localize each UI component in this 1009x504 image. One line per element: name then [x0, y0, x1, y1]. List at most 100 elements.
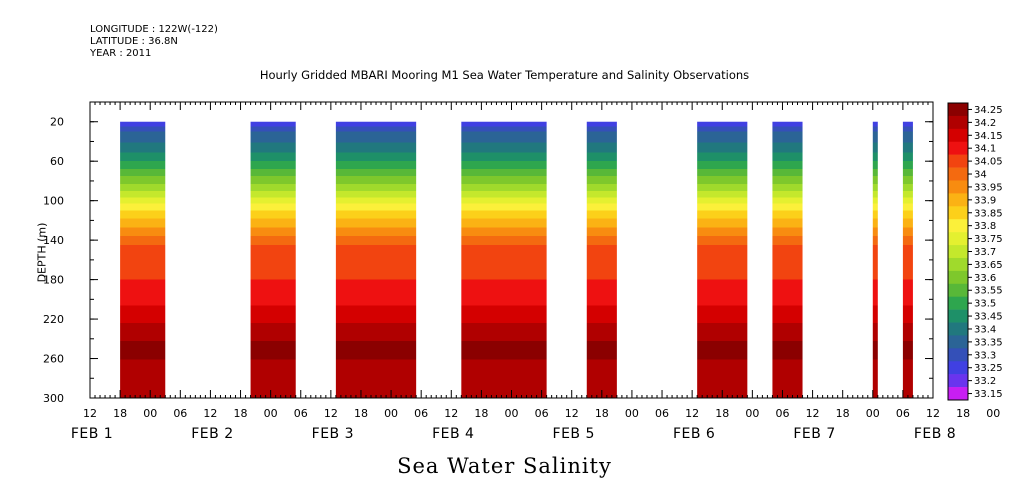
y-tick-label: 300 — [43, 392, 64, 405]
data-segment-1 — [120, 121, 166, 398]
x-day-label: FEB 7 — [793, 426, 835, 442]
x-tick-label: 18 — [234, 407, 248, 420]
colorbar-label: 33.5 — [974, 299, 996, 310]
plot-area — [120, 121, 913, 398]
colorbar-label: 33.6 — [974, 273, 996, 284]
colorbar-label: 33.9 — [974, 195, 996, 206]
colorbar-label: 34.05 — [974, 157, 1003, 168]
colorbar-swatch — [948, 283, 968, 297]
colorbar-swatch — [948, 387, 968, 401]
colorbar-swatch — [948, 103, 968, 117]
x-day-label: FEB 3 — [312, 426, 354, 442]
data-segment-7 — [772, 121, 803, 398]
x-tick-label: 12 — [324, 407, 338, 420]
colorbar-swatch — [948, 270, 968, 285]
colorbar-swatch — [948, 335, 968, 349]
x-tick-label: 12 — [444, 407, 458, 420]
x-day-label: FEB 1 — [71, 426, 113, 442]
colorbar-swatch — [948, 348, 968, 362]
colorbar-swatch — [948, 374, 968, 388]
colorbar-label: 33.7 — [974, 247, 996, 258]
x-tick-label: 18 — [113, 407, 127, 420]
colorbar-label: 33.3 — [974, 350, 996, 361]
x-tick-label: 18 — [836, 407, 850, 420]
colorbar-swatch — [948, 245, 968, 259]
x-day-label: FEB 8 — [914, 426, 956, 442]
colorbar-label: 33.85 — [974, 208, 1003, 219]
x-tick-label: 06 — [414, 407, 428, 420]
y-tick-label: 220 — [43, 313, 64, 326]
colorbar-swatch — [948, 180, 968, 194]
y-tick-label: 100 — [43, 195, 64, 208]
x-tick-label: 18 — [715, 407, 729, 420]
colorbar-swatch — [948, 167, 968, 181]
y-tick-label: 180 — [43, 274, 64, 287]
colorbar-label: 34.1 — [974, 144, 996, 155]
colorbar-swatch — [948, 193, 968, 207]
data-segment-5 — [586, 121, 617, 398]
x-tick-label: 06 — [655, 407, 669, 420]
colorbar-label: 34 — [974, 170, 987, 181]
colorbar-swatch — [948, 296, 968, 310]
x-tick-label: 00 — [625, 407, 639, 420]
colorbar-label: 33.15 — [974, 389, 1003, 400]
x-tick-label: 06 — [896, 407, 910, 420]
colorbar-swatch — [948, 361, 968, 375]
colorbar-label: 34.2 — [974, 118, 996, 129]
y-tick-label: 60 — [50, 155, 64, 168]
colorbar-label: 34.25 — [974, 105, 1003, 116]
x-tick-label: 00 — [745, 407, 759, 420]
data-segment-9 — [902, 121, 913, 398]
colorbar-swatch — [948, 309, 968, 323]
x-tick-label: 00 — [866, 407, 880, 420]
colorbar-label: 33.95 — [974, 182, 1003, 193]
x-axis-title: Sea Water Salinity — [397, 454, 612, 478]
colorbar-label: 33.65 — [974, 260, 1003, 271]
x-tick-label: 12 — [685, 407, 699, 420]
x-tick-label: 18 — [956, 407, 970, 420]
colorbar-swatch — [948, 154, 968, 168]
y-tick-label: 260 — [43, 353, 64, 366]
x-day-label: FEB 6 — [673, 426, 715, 442]
colorbar-swatch — [948, 219, 968, 233]
x-tick-label: 00 — [384, 407, 398, 420]
data-segment-4 — [461, 121, 547, 398]
latitude-label: LATITUDE : 36.8N — [90, 36, 178, 47]
x-day-label: FEB 4 — [432, 426, 474, 442]
x-tick-label: 12 — [83, 407, 97, 420]
colorbar-label: 33.75 — [974, 234, 1003, 245]
x-tick-label: 06 — [535, 407, 549, 420]
colorbar-label: 33.4 — [974, 324, 996, 335]
x-tick-label: 18 — [474, 407, 488, 420]
colorbar-swatch — [948, 141, 968, 155]
x-tick-label: 18 — [354, 407, 368, 420]
colorbar-label: 34.15 — [974, 131, 1003, 142]
colorbar-label: 33.35 — [974, 337, 1003, 348]
year-label: YEAR : 2011 — [90, 48, 152, 59]
x-tick-label: 06 — [173, 407, 187, 420]
colorbar-label: 33.2 — [974, 376, 996, 387]
x-tick-label: 06 — [294, 407, 308, 420]
x-tick-label: 00 — [143, 407, 157, 420]
data-segment-6 — [697, 121, 748, 398]
x-tick-label: 00 — [986, 407, 1000, 420]
data-segment-3 — [335, 121, 417, 398]
y-tick-label: 20 — [50, 116, 64, 129]
colorbar-swatch — [948, 206, 968, 220]
x-tick-label: 12 — [565, 407, 579, 420]
colorbar-label: 33.55 — [974, 286, 1003, 297]
x-tick-label: 12 — [926, 407, 940, 420]
x-tick-label: 12 — [806, 407, 820, 420]
x-tick-label: 00 — [505, 407, 519, 420]
colorbar-label: 33.25 — [974, 363, 1003, 374]
colorbar-swatch — [948, 322, 968, 336]
colorbar-label: 33.45 — [974, 312, 1003, 323]
colorbar-swatch — [948, 128, 968, 143]
axes: 20 60 100 140 180 220 260 300 12 18 00 06 12 18 00 06 12… — [43, 101, 1000, 442]
data-segment-8 — [872, 121, 878, 398]
colorbar-swatch — [948, 257, 968, 272]
x-day-label: FEB 2 — [191, 426, 233, 442]
colorbar-swatch — [948, 232, 968, 246]
